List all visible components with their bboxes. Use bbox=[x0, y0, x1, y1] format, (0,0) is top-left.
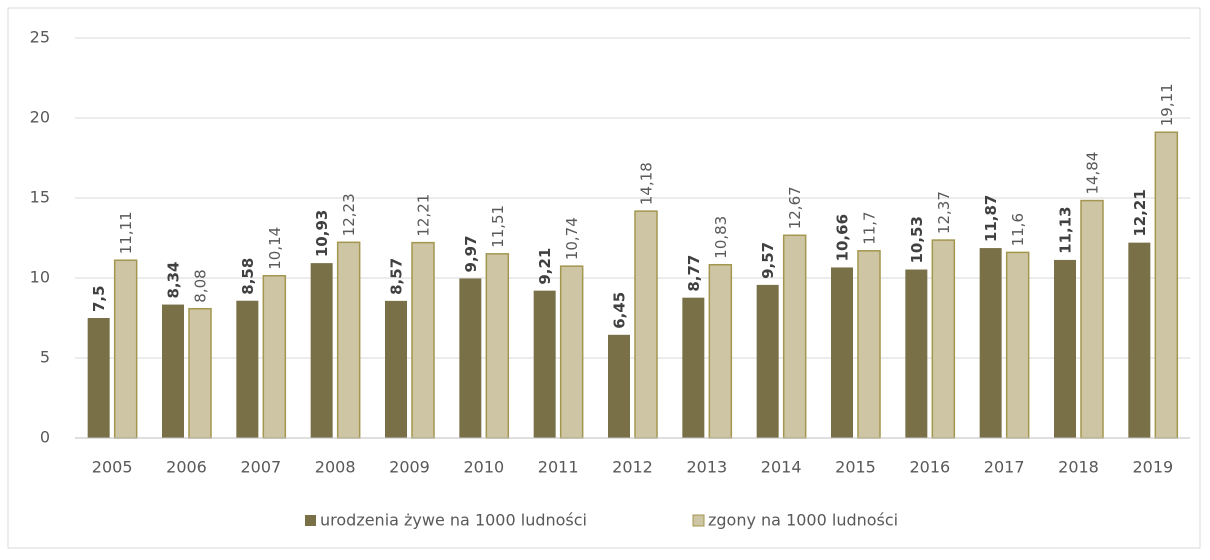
x-tick-label: 2011 bbox=[538, 458, 579, 477]
bar bbox=[1054, 259, 1076, 438]
legend-label: urodzenia żywe na 1000 ludności bbox=[320, 511, 587, 530]
bar bbox=[236, 300, 259, 438]
bar bbox=[336, 241, 361, 439]
data-label: 9,57 bbox=[759, 242, 777, 279]
bar bbox=[485, 253, 510, 439]
data-label: 11,13 bbox=[1057, 206, 1075, 253]
data-label: 14,18 bbox=[638, 162, 656, 205]
data-label: 8,58 bbox=[239, 258, 257, 295]
x-tick-label: 2008 bbox=[315, 458, 356, 477]
x-tick-label: 2006 bbox=[166, 458, 207, 477]
data-label: 11,87 bbox=[982, 195, 1000, 242]
bar bbox=[1005, 251, 1030, 439]
data-label: 6,45 bbox=[611, 292, 629, 329]
data-label: 12,37 bbox=[935, 191, 953, 234]
data-label: 12,23 bbox=[340, 193, 358, 236]
legend-label: zgony na 1000 ludności bbox=[708, 511, 898, 530]
bar bbox=[979, 248, 1002, 438]
x-tick-label: 2016 bbox=[909, 458, 950, 477]
x-tick-label: 2005 bbox=[92, 458, 133, 477]
data-label: 9,21 bbox=[536, 248, 554, 285]
data-label: 10,66 bbox=[834, 214, 852, 261]
bar bbox=[608, 334, 630, 438]
bar bbox=[756, 284, 779, 438]
x-tick-label: 2019 bbox=[1132, 458, 1173, 477]
y-tick-label: 20 bbox=[30, 108, 50, 127]
bar bbox=[1128, 242, 1151, 438]
bar bbox=[459, 278, 482, 438]
bar bbox=[857, 250, 881, 439]
bar bbox=[87, 318, 110, 438]
bar bbox=[188, 307, 212, 439]
y-tick-label: 15 bbox=[30, 188, 50, 207]
data-label: 10,83 bbox=[712, 216, 730, 259]
bar bbox=[113, 259, 138, 439]
bar bbox=[831, 267, 853, 438]
x-tick-label: 2017 bbox=[984, 458, 1025, 477]
data-label: 7,5 bbox=[90, 285, 108, 312]
x-tick-label: 2012 bbox=[612, 458, 653, 477]
data-label: 12,21 bbox=[1131, 189, 1149, 236]
data-label: 11,51 bbox=[489, 205, 507, 248]
bar bbox=[310, 263, 333, 438]
data-label: 9,97 bbox=[462, 235, 480, 272]
x-tick-label: 2018 bbox=[1058, 458, 1099, 477]
bar bbox=[533, 290, 556, 438]
legend-swatch bbox=[305, 515, 316, 526]
bar bbox=[559, 265, 584, 439]
bar bbox=[411, 241, 435, 439]
bar bbox=[708, 263, 733, 439]
data-label: 19,11 bbox=[1158, 83, 1176, 126]
x-tick-label: 2007 bbox=[240, 458, 281, 477]
x-tick-label: 2015 bbox=[835, 458, 876, 477]
data-label: 10,53 bbox=[908, 216, 926, 263]
data-label: 11,11 bbox=[117, 211, 135, 254]
data-label: 8,34 bbox=[165, 262, 183, 299]
bar bbox=[931, 239, 956, 439]
bar bbox=[782, 234, 807, 439]
data-label: 10,14 bbox=[266, 227, 284, 270]
y-tick-label: 5 bbox=[40, 348, 50, 367]
data-label: 12,67 bbox=[786, 186, 804, 229]
y-tick-label: 0 bbox=[40, 428, 50, 447]
bar bbox=[1080, 199, 1104, 439]
x-tick-label: 2013 bbox=[686, 458, 727, 477]
bar bbox=[905, 269, 928, 438]
x-tick-label: 2009 bbox=[389, 458, 430, 477]
x-tick-label: 2010 bbox=[463, 458, 504, 477]
data-label: 8,08 bbox=[192, 269, 210, 302]
bar bbox=[262, 275, 287, 439]
bar bbox=[385, 300, 407, 438]
data-label: 11,7 bbox=[861, 211, 879, 244]
data-label: 8,77 bbox=[685, 255, 703, 292]
bar bbox=[162, 304, 184, 438]
data-label: 8,57 bbox=[388, 258, 406, 295]
data-label: 10,93 bbox=[313, 210, 331, 257]
data-label: 10,74 bbox=[563, 217, 581, 260]
y-tick-label: 10 bbox=[30, 268, 50, 287]
y-tick-label: 25 bbox=[30, 28, 50, 47]
x-tick-label: 2014 bbox=[761, 458, 802, 477]
bar bbox=[682, 297, 705, 438]
bar bbox=[1154, 131, 1179, 439]
data-label: 14,84 bbox=[1084, 152, 1102, 195]
data-label: 11,6 bbox=[1009, 213, 1027, 246]
legend-swatch bbox=[692, 514, 705, 527]
data-label: 12,21 bbox=[415, 194, 433, 237]
bar bbox=[634, 210, 658, 439]
